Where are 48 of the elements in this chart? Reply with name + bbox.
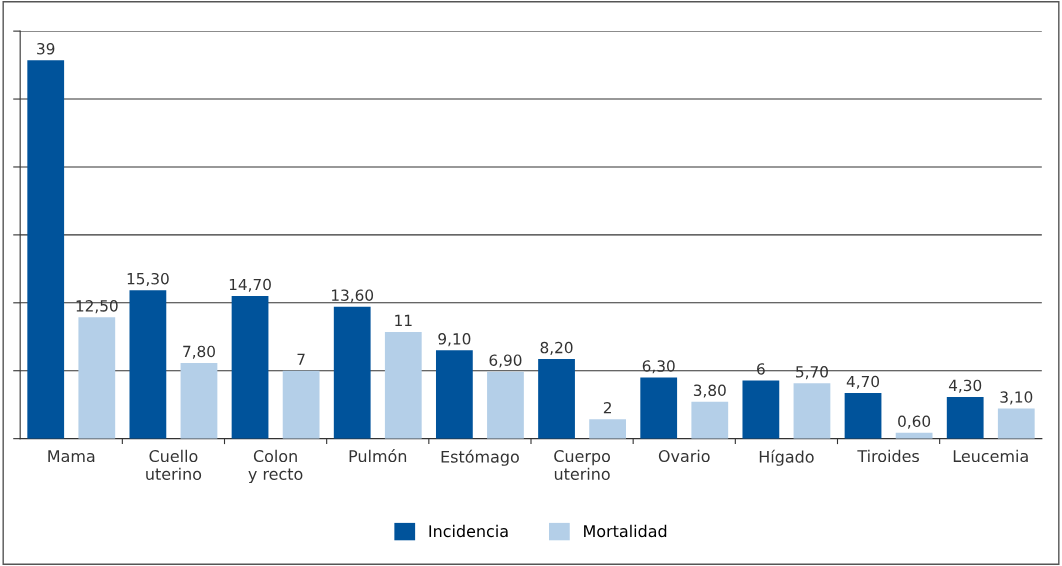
data-label: 0,60 [898,415,931,429]
x-tick-label: Estómago [441,449,519,466]
data-label: 3,80 [693,384,726,398]
data-label: 13,60 [332,289,374,303]
data-label: 12,50 [76,300,118,314]
x-tick-label: Leucemia [953,449,1028,463]
data-label: 14,70 [229,278,271,292]
data-label: 9,10 [438,333,471,347]
data-label: 2 [603,401,611,414]
bar [844,393,882,439]
data-label: 4,30 [948,379,982,393]
bar [435,350,473,439]
x-tick-label: Colon y recto [248,449,303,484]
bar [793,383,831,439]
bar [231,296,269,439]
data-label: 8,20 [540,341,573,355]
x-tick-label: Hígado [759,449,814,466]
legend-label: Incidencia [429,524,508,538]
x-tick-label: Cuerpo uterino [554,450,610,481]
x-tick-label: Pulmón [349,449,407,463]
bar [180,362,218,439]
data-label: 39 [37,42,55,55]
bar [129,290,167,439]
data-label: 6,90 [489,354,522,368]
x-tick-label: Cuello uterino [146,449,202,481]
bar [333,306,371,439]
data-label: 7 [297,353,305,365]
bar [997,408,1035,439]
x-tick-label: Mama [48,450,95,463]
bar [282,370,320,439]
bar [384,331,422,439]
x-tick-label: Tiroides [857,449,919,463]
bar [640,377,678,439]
data-label: 15,30 [127,272,169,287]
x-tick-label: Ovario [658,449,710,463]
bar [589,419,627,439]
bar [487,371,524,439]
bar [27,60,65,439]
bar [78,317,116,439]
data-label: 11 [395,314,412,326]
bar [538,359,575,439]
data-label: 7,80 [183,345,215,359]
bar [742,380,780,439]
legend-label: Mortalidad [584,524,667,538]
data-label: 3,10 [1000,391,1033,405]
bar [691,401,729,439]
data-label: 4,70 [846,375,880,389]
bar [946,396,984,439]
